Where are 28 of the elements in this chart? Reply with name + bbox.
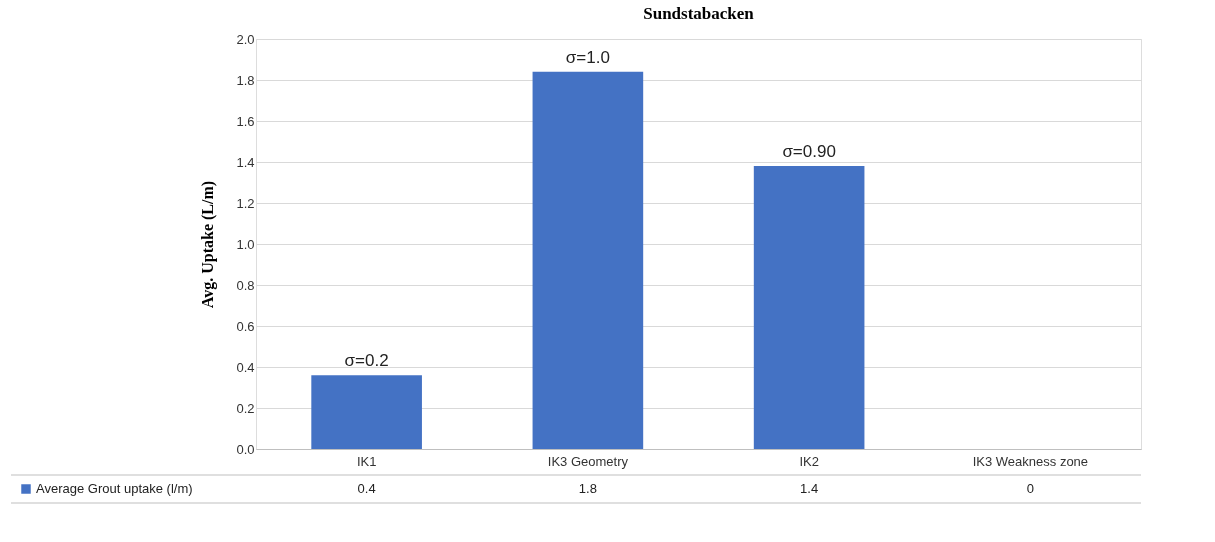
y-tick-label: 0.8 [236,277,255,293]
data-label: 0.4 [357,481,376,496]
y-tick-label: 0.4 [236,359,255,375]
y-tick-label: 0.2 [236,400,255,416]
y-tick-label: 1.2 [236,195,255,211]
bar [753,166,865,449]
y-tick-label: 1.4 [236,154,255,170]
y-tick-label: 0.6 [236,318,255,334]
y-tick-label: 0.0 [236,441,255,457]
legend-label: Average Grout uptake (l/m) [36,481,193,496]
y-axis-title: Avg. Uptake (L/m) [199,180,218,309]
x-tick-label: IK1 [356,453,377,469]
x-tick-label: IK3 Geometry [547,453,629,469]
y-tick-label: 1.8 [236,72,255,88]
y-tick-label: 2.0 [236,31,255,47]
bar [532,71,644,449]
x-tick-label: IK2 [799,453,819,469]
data-label: 1.4 [800,481,819,496]
chart-title: Sundstabacken [643,4,755,23]
y-tick-label: 1.0 [236,236,255,252]
annotation: σ=0.90 [782,142,836,162]
x-tick-label: IK3 Weakness zone [972,453,1089,469]
y-tick-label: 1.6 [236,113,255,129]
data-label: 0 [1026,481,1034,496]
bar [311,375,422,449]
annotation: σ=1.0 [565,47,610,67]
data-label: 1.8 [578,481,597,496]
annotation: σ=0.2 [344,351,389,371]
